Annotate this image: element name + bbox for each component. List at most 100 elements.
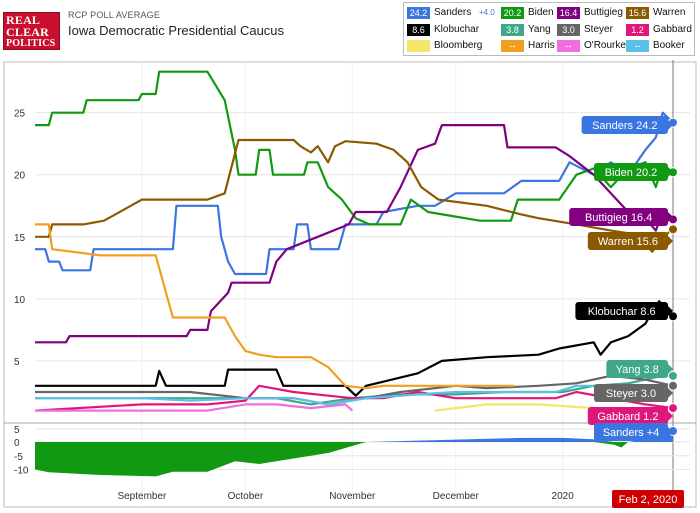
legend-label: Harris <box>528 40 555 51</box>
y-tick-label: 20 <box>14 171 26 182</box>
legend-label: Booker <box>653 40 685 51</box>
series-label-sanders-box <box>581 116 668 134</box>
endpoint-warren <box>668 224 678 235</box>
series-label-biden-pointer <box>668 167 673 177</box>
spread-area-positive <box>35 431 673 442</box>
legend-item-harris[interactable]: -- Harris <box>501 40 555 52</box>
series-label-yang-text: Yang 3.8 <box>616 364 659 376</box>
legend-label: Sanders <box>434 7 472 18</box>
x-tick-label: December <box>433 491 480 502</box>
legend-value: 3.0 <box>557 24 580 36</box>
legend-item-sanders[interactable]: 24.2 Sanders <box>407 7 471 19</box>
spread-y-tick-label: 5 <box>14 425 20 436</box>
series-label-klobuchar-box <box>575 302 668 320</box>
series-label-buttigieg-text: Buttigieg 16.4 <box>585 212 652 224</box>
series-label-steyer-box <box>594 384 668 402</box>
spread-y-tick-label: -5 <box>14 452 23 463</box>
chart-subtitle: RCP POLL AVERAGE <box>68 10 161 20</box>
series-line-booker <box>35 384 604 406</box>
legend-label: O'Rourke <box>584 40 626 51</box>
spread-label-pointer <box>668 427 673 437</box>
legend-item-biden[interactable]: 20.2 Biden <box>501 7 554 19</box>
spread-y-tick-label: 0 <box>14 438 20 449</box>
endpoint-yang <box>668 370 678 381</box>
legend-value: 15.6 <box>626 7 649 19</box>
series-label-klobuchar-pointer <box>668 306 673 316</box>
series-line-klobuchar <box>35 300 674 397</box>
series-label-sanders-text: Sanders 24.2 <box>592 120 657 132</box>
legend-label: Klobuchar <box>434 24 480 35</box>
y-tick-label: 25 <box>14 109 26 120</box>
legend-item-klobuchar[interactable]: 8.6 Klobuchar <box>407 24 479 36</box>
legend-value: -- <box>501 40 524 52</box>
chart-title: Iowa Democratic Presidential Caucus <box>68 23 285 38</box>
logo-line-2: CLEAR <box>6 25 50 39</box>
legend-item-warren[interactable]: 15.6 Warren <box>626 7 685 19</box>
legend-label: Biden <box>528 7 554 18</box>
series-label-yang-box <box>606 360 668 378</box>
chart-frame <box>3 61 697 508</box>
legend-value: 24.2 <box>407 7 430 19</box>
y-tick-label: 5 <box>14 357 20 368</box>
legend-label: Buttigieg <box>584 7 623 18</box>
y-axis: 25 20 15 10 5 5 0 -5 -10 <box>14 109 29 477</box>
endpoint-klobuchar <box>668 311 678 322</box>
x-tick-label: November <box>329 491 376 502</box>
header: REAL CLEAR POLITICS RCP POLL AVERAGE Iow… <box>0 0 700 60</box>
series-line-harris <box>35 223 515 390</box>
chart-area: September October November December 2020 25 2… <box>0 60 700 508</box>
x-tick-label: 2020 <box>552 491 575 502</box>
series-labels: Sanders 24.2 Biden 20.2 Buttigieg 16.4 Warr… <box>569 116 684 508</box>
series-label-warren-pointer <box>668 236 673 246</box>
series-line-orourke <box>35 403 354 412</box>
legend-item-booker[interactable]: -- Booker <box>626 40 685 52</box>
series-label-gabbard-text: Gabbard 1.2 <box>597 411 658 423</box>
legend-label: Gabbard <box>653 24 692 35</box>
y-tick-label: 10 <box>14 295 26 306</box>
endpoint-gabbard <box>668 403 678 414</box>
series-label-buttigieg-pointer <box>668 212 673 222</box>
legend-value: 1.2 <box>626 24 649 36</box>
rcp-logo[interactable]: REAL CLEAR POLITICS <box>3 12 60 50</box>
spread-area-negative <box>35 442 673 477</box>
series-label-sanders-pointer <box>668 120 673 130</box>
spread-panel <box>35 426 690 477</box>
legend-label: Steyer <box>584 24 613 35</box>
date-badge-text: Feb 2, 2020 <box>619 494 678 506</box>
series-label-gabbard-box <box>587 407 668 425</box>
spread-label-box <box>594 423 668 441</box>
legend-value: 20.2 <box>501 7 524 19</box>
legend-label: Bloomberg <box>434 40 483 51</box>
legend-item-buttigieg[interactable]: 16.4 Buttigieg <box>557 7 623 19</box>
series-label-buttigieg-box <box>569 208 668 226</box>
legend-item-yang[interactable]: 3.8 Yang <box>501 24 551 36</box>
x-axis: September October November December 2020 <box>117 491 574 502</box>
legend-change: +4.0 <box>479 8 495 17</box>
x-tick-label: October <box>228 491 264 502</box>
legend-value: 3.8 <box>501 24 524 36</box>
legend-value <box>407 40 430 52</box>
y-tick-label: 15 <box>14 233 26 244</box>
legend-label: Yang <box>528 24 551 35</box>
date-badge <box>612 490 684 508</box>
spread-label-text: Sanders +4 <box>603 427 660 439</box>
spread-y-tick-label: -10 <box>14 466 29 477</box>
legend-item-orourke[interactable]: -- O'Rourke <box>557 40 626 52</box>
series-label-warren-text: Warren 15.6 <box>598 236 658 248</box>
legend-item-bloomberg[interactable]: Bloomberg <box>407 40 482 52</box>
logo-line-1: REAL <box>6 13 41 27</box>
legend-value: -- <box>557 40 580 52</box>
series-label-steyer-text: Steyer 3.0 <box>606 388 656 400</box>
legend: 24.2 Sanders +4.0 20.2 Biden 16.4 Buttigieg… <box>403 2 695 56</box>
series-label-warren-box <box>587 232 668 250</box>
series-label-steyer-pointer <box>668 388 673 398</box>
endpoint-steyer <box>668 380 678 391</box>
legend-value: -- <box>626 40 649 52</box>
legend-item-steyer[interactable]: 3.0 Steyer <box>557 24 613 36</box>
legend-label: Warren <box>653 7 686 18</box>
legend-value: 16.4 <box>557 7 580 19</box>
series-label-yang-pointer <box>668 364 673 374</box>
x-tick-label: September <box>117 491 167 502</box>
legend-item-gabbard[interactable]: 1.2 Gabbard <box>626 24 692 36</box>
series-line-steyer <box>35 374 674 406</box>
